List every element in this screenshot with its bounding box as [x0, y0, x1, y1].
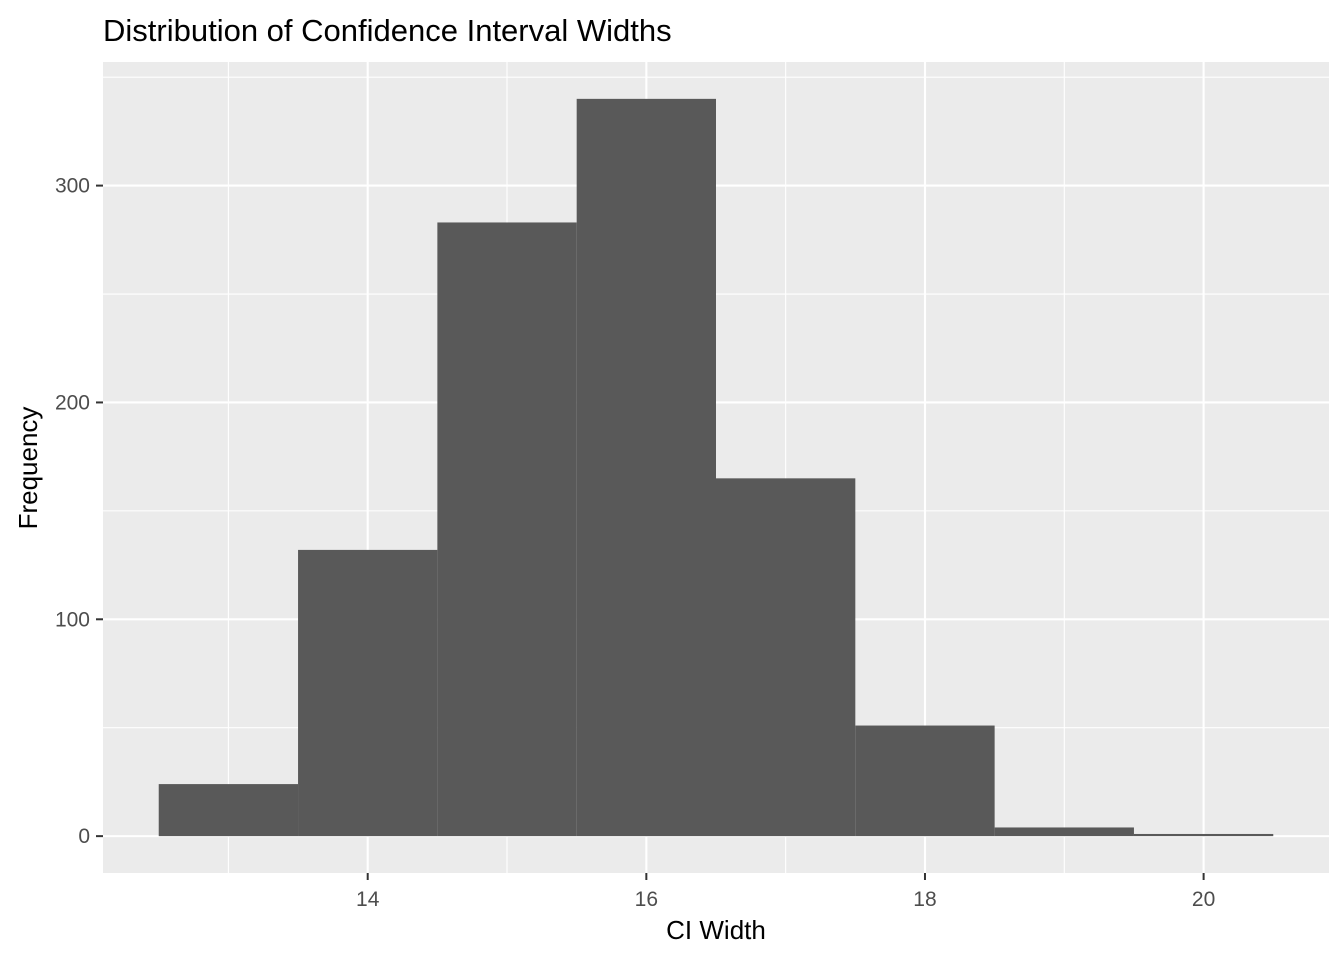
x-tick-label: 16 — [635, 888, 658, 911]
y-tick-label: 100 — [55, 608, 90, 631]
chart-title: Distribution of Confidence Interval Widt… — [103, 13, 672, 48]
y-axis: 0 100 200 300 — [55, 175, 103, 848]
histogram-bar — [1133, 833, 1274, 837]
histogram-bars — [158, 98, 1274, 837]
histogram-bar — [576, 98, 716, 837]
y-axis-title: Frequency — [13, 407, 43, 530]
histogram-bar — [994, 827, 1134, 837]
histogram-bar — [716, 478, 856, 837]
y-tick-label: 200 — [55, 391, 90, 414]
x-tick-label: 20 — [1192, 888, 1215, 911]
y-tick-label: 0 — [78, 825, 90, 848]
x-tick-label: 14 — [356, 888, 380, 911]
x-tick-label: 18 — [913, 888, 936, 911]
y-tick-label: 300 — [55, 175, 90, 198]
x-axis-title: CI Width — [666, 915, 766, 945]
histogram-bar — [855, 725, 995, 837]
histogram-bar — [437, 222, 577, 837]
histogram-bar — [158, 784, 299, 837]
histogram-bar — [298, 549, 438, 837]
x-axis: 14 16 18 20 — [356, 873, 1215, 911]
